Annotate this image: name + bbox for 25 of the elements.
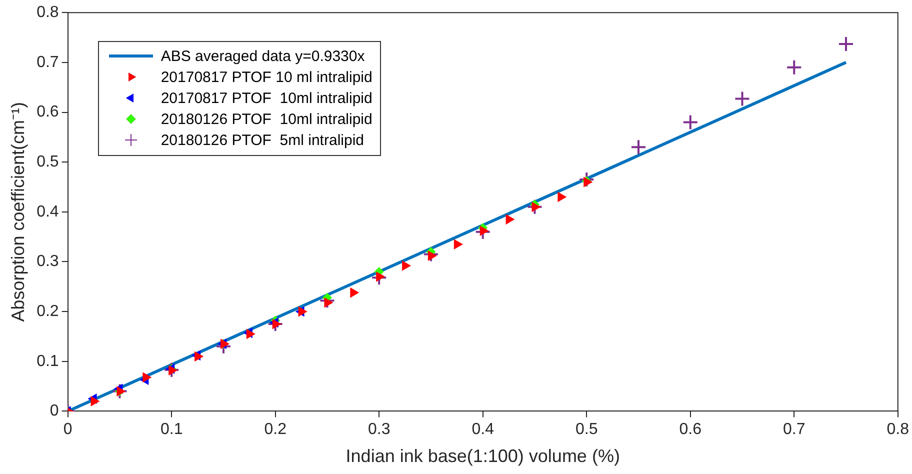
x-tick-label: 0 xyxy=(63,421,72,438)
legend-label: ABS averaged data y=0.9330x xyxy=(160,46,365,67)
y-tick-label: 0.8 xyxy=(36,4,59,22)
x-axis-title: Indian ink base(1:100) volume (%) xyxy=(346,446,620,466)
y-tick-label: 0 xyxy=(50,402,59,420)
legend-label: 20180126 PTOF 10ml intralipid xyxy=(160,110,372,130)
x-tick-label: 0.7 xyxy=(783,421,806,438)
y-tick-label: 0.4 xyxy=(36,203,59,220)
y-tick-label: 0.3 xyxy=(36,253,59,270)
legend-label: 20170817 PTOF 10 ml intralipid xyxy=(160,68,372,88)
y-tick-label: 0.1 xyxy=(36,352,59,370)
x-tick-label: 0.1 xyxy=(160,421,183,438)
y-tick-label: 0.6 xyxy=(36,104,59,121)
y-tick-label: 0.2 xyxy=(36,302,59,320)
x-tick-label: 0.8 xyxy=(886,421,910,438)
y-tick-label: 0.7 xyxy=(36,54,59,71)
y-tick-label: 0.5 xyxy=(36,153,59,170)
legend-label: 20180126 PTOF 5ml intralipid xyxy=(160,130,364,151)
x-tick-label: 0.2 xyxy=(264,421,287,438)
x-tick-label: 0.5 xyxy=(575,421,598,438)
x-tick-label: 0.3 xyxy=(368,421,390,438)
legend-label: 20170817 PTOF 10ml intralipid xyxy=(160,88,372,109)
y-axis-title: Absorption coefficient(cm⁻¹) xyxy=(8,102,28,322)
x-tick-label: 0.4 xyxy=(472,421,494,438)
x-tick-label: 0.6 xyxy=(679,421,702,438)
